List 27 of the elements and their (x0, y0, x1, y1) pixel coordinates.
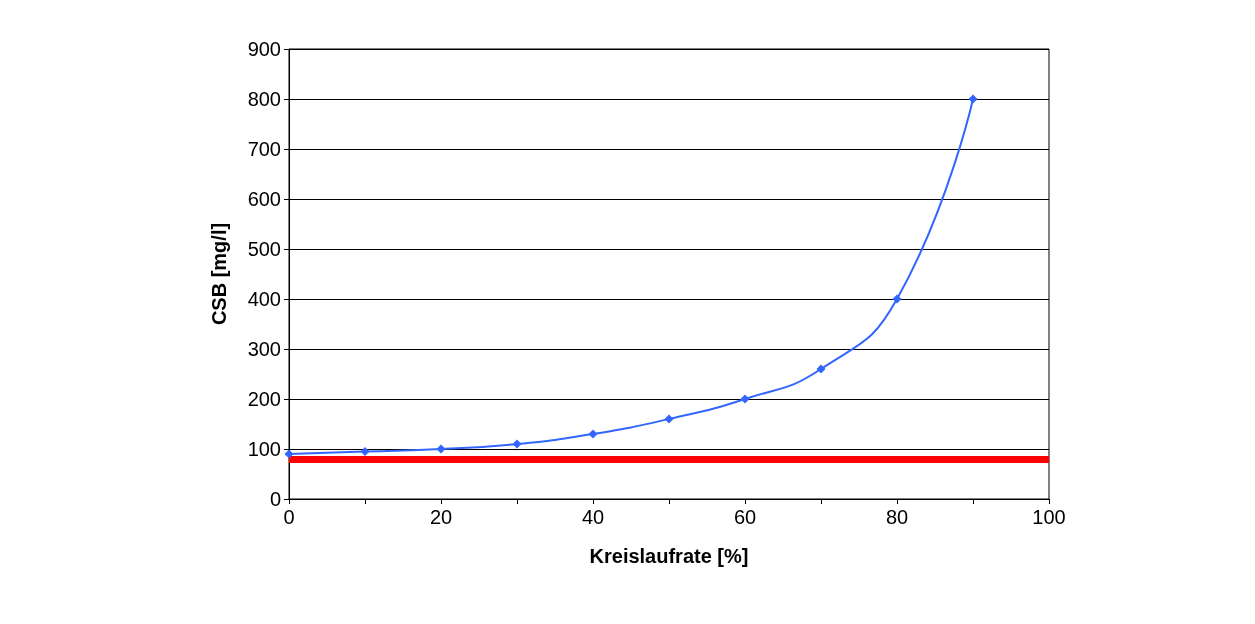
point (816, 364, 826, 374)
y-tick-label: 600 (247, 188, 281, 210)
point (740, 394, 750, 404)
y-tick-label: 0 (269, 488, 281, 510)
point (512, 439, 522, 449)
y-tick-label: 300 (247, 338, 281, 360)
point (436, 444, 446, 454)
y-tick-label: 200 (247, 388, 281, 410)
point (968, 94, 978, 104)
x-tick-label: 20 (429, 506, 453, 528)
y-tick-label: 500 (247, 238, 281, 260)
y-tick-label: 700 (247, 138, 281, 160)
x-tick-label: 0 (283, 506, 295, 528)
y-tick-label: 400 (247, 288, 281, 310)
point (588, 429, 598, 439)
x-tick-label: 60 (733, 506, 757, 528)
x-tick-label: 80 (885, 506, 909, 528)
y-axis-title: CSB [mg/l] (208, 222, 230, 326)
y-tick-label: 100 (247, 438, 281, 460)
point (664, 414, 674, 424)
y-tick-label: 900 (247, 38, 281, 60)
x-tick-label: 100 (1032, 506, 1066, 528)
x-tick-label: 40 (581, 506, 605, 528)
point (360, 447, 370, 456)
point (892, 294, 902, 304)
y-tick-label: 800 (247, 88, 281, 110)
x-axis-title: Kreislaufrate [%] (589, 545, 749, 567)
